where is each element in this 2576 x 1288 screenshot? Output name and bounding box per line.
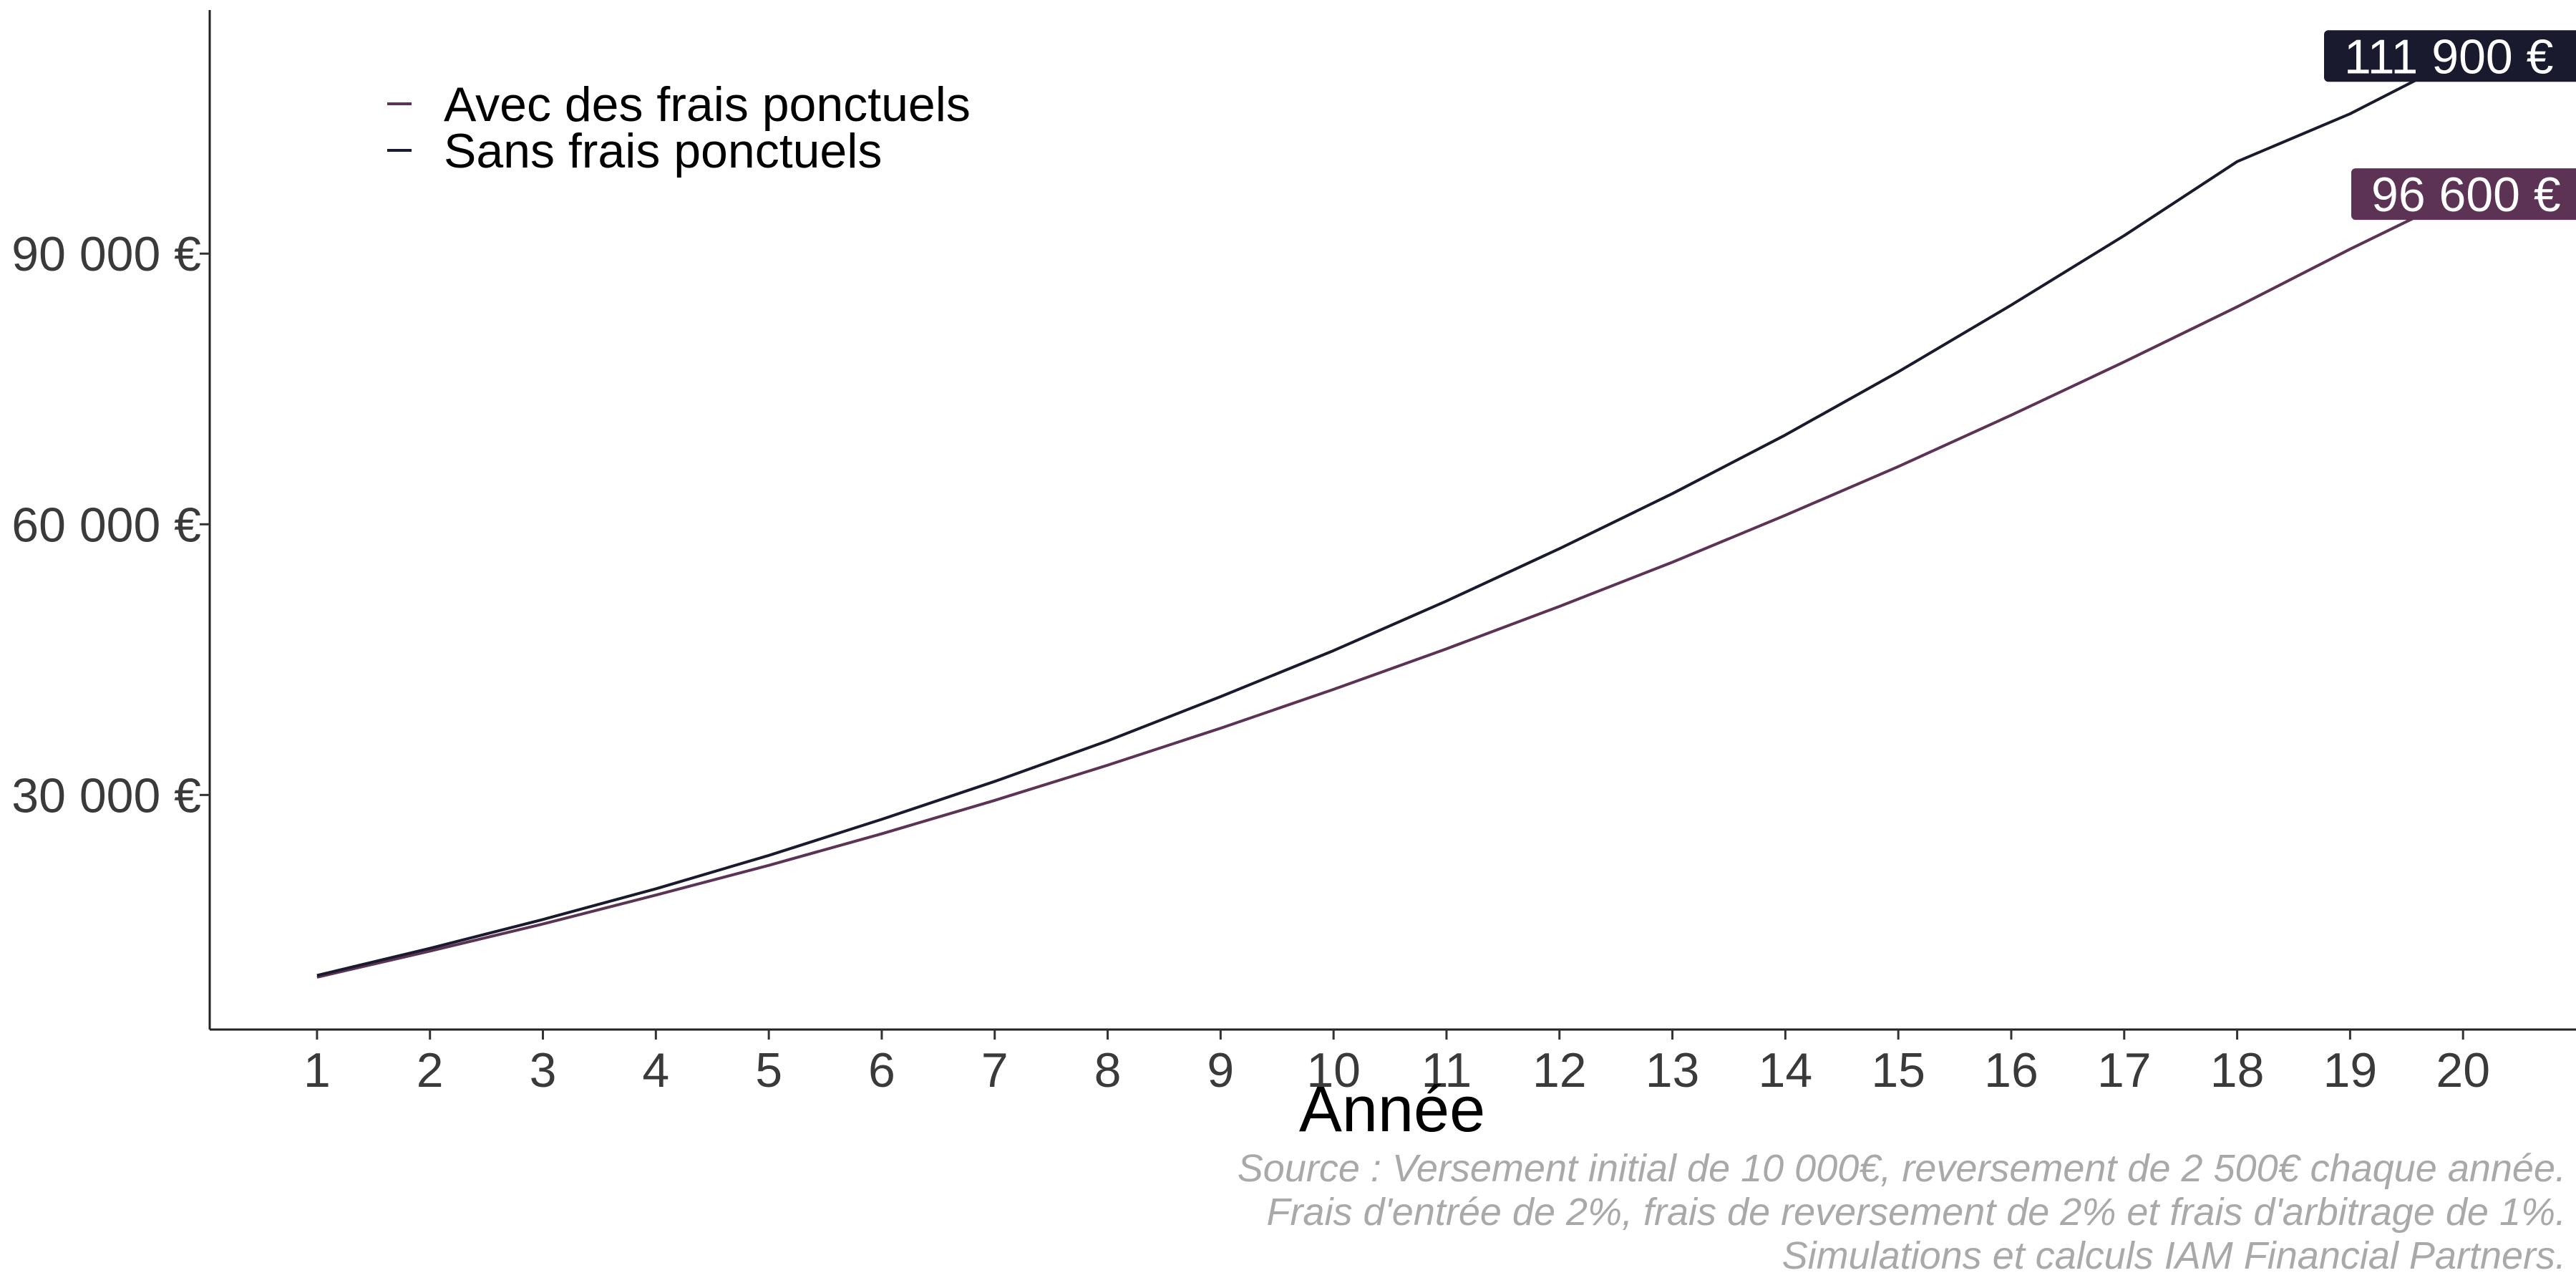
- x-tick-label: 19: [2323, 1043, 2378, 1098]
- x-tick-label: 8: [1094, 1043, 1122, 1098]
- series-line: [316, 54, 2464, 977]
- series-line: [316, 193, 2464, 979]
- end-label-box: [2351, 168, 2576, 221]
- x-tick-label: 3: [530, 1043, 557, 1098]
- x-tick-label: 6: [868, 1043, 895, 1098]
- x-tick-label: 2: [417, 1043, 444, 1098]
- x-tick-label: 1: [303, 1043, 331, 1098]
- x-tick-label: 12: [1532, 1043, 1587, 1098]
- x-tick-label: 13: [1646, 1043, 1700, 1098]
- x-tick-label: 16: [1984, 1043, 2038, 1098]
- legend-label: Sans frais ponctuels: [444, 124, 882, 178]
- end-label: 96 600 €: [2371, 168, 2561, 222]
- end-label-box: [2324, 30, 2576, 82]
- y-tick-label: 30 000 €: [11, 768, 201, 823]
- x-tick-label: 15: [1871, 1043, 1925, 1098]
- source-caption: Source : Versement initial de 10 000€, r…: [1238, 1147, 2566, 1278]
- x-tick-label: 9: [1207, 1043, 1234, 1098]
- y-tick-label: 90 000 €: [11, 227, 201, 281]
- x-tick-label: 4: [642, 1043, 669, 1098]
- x-tick-label: 18: [2210, 1043, 2265, 1098]
- caption-line: Simulations et calculs IAM Financial Par…: [1782, 1234, 2566, 1277]
- x-tick-label: 14: [1759, 1043, 1813, 1098]
- end-labels: 96 600 € 111 900 €: [2324, 29, 2576, 222]
- caption-line: Frais d'entrée de 2%, frais de reverseme…: [1266, 1191, 2566, 1234]
- x-axis-title: Année: [1299, 1074, 1485, 1146]
- x-tick-label: 17: [2097, 1043, 2152, 1098]
- legend-label: Avec des frais ponctuels: [444, 77, 971, 132]
- series-lines: [316, 54, 2464, 979]
- caption-line: Source : Versement initial de 10 000€, r…: [1237, 1147, 2566, 1190]
- x-tick-label: 7: [981, 1043, 1008, 1098]
- x-tick-label: 20: [2436, 1043, 2490, 1098]
- x-tick-label: 11: [1421, 1043, 1472, 1098]
- y-tick-label: 60 000 €: [11, 498, 201, 552]
- end-label: 111 900 €: [2344, 29, 2553, 84]
- x-tick-label: 5: [755, 1043, 782, 1098]
- x-tick-label: 10: [1306, 1043, 1361, 1098]
